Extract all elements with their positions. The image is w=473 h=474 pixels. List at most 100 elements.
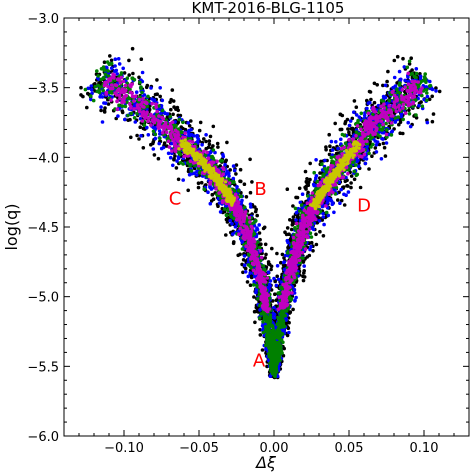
data-point [263, 242, 268, 247]
data-point [383, 83, 388, 88]
data-point [340, 113, 345, 118]
data-point [254, 234, 259, 239]
data-point [86, 86, 90, 91]
data-point [344, 193, 348, 197]
data-point [238, 252, 242, 257]
data-point [327, 132, 332, 137]
data-point [301, 274, 305, 279]
data-point [297, 186, 302, 191]
data-point [282, 346, 287, 351]
data-point [390, 129, 395, 133]
data-point [176, 177, 181, 182]
plot-points [79, 46, 442, 380]
data-point [243, 270, 248, 274]
data-point [213, 150, 217, 155]
data-point [255, 213, 259, 218]
data-point [339, 198, 344, 203]
data-point [238, 167, 243, 172]
data-point [288, 310, 293, 314]
data-point [362, 113, 367, 118]
data-point [326, 196, 331, 201]
data-point [115, 72, 119, 76]
data-point [370, 154, 374, 158]
data-point [339, 137, 343, 142]
data-point [357, 115, 362, 119]
data-point [242, 263, 247, 268]
data-point [173, 154, 177, 158]
data-point [189, 172, 193, 176]
data-point [211, 144, 215, 148]
data-point [137, 75, 141, 80]
data-point [162, 141, 167, 145]
data-point [320, 204, 325, 209]
data-point [329, 139, 334, 144]
data-point [147, 107, 152, 112]
data-point [305, 177, 309, 181]
data-point [99, 105, 103, 109]
data-point [267, 282, 272, 287]
data-point [295, 195, 300, 200]
data-point [149, 86, 153, 90]
data-point [196, 185, 201, 190]
data-point [253, 320, 257, 325]
data-point [207, 142, 212, 147]
data-point [139, 57, 144, 61]
data-point [109, 58, 114, 63]
data-point [399, 114, 403, 119]
data-point [254, 305, 259, 310]
data-point [139, 134, 143, 138]
data-point [372, 81, 377, 86]
data-point [365, 106, 369, 111]
data-point [224, 158, 228, 163]
data-point [345, 117, 350, 122]
data-point [258, 333, 263, 337]
data-point [339, 187, 344, 192]
data-point [314, 242, 319, 247]
data-point [169, 141, 174, 146]
data-point [258, 308, 262, 312]
data-point [171, 163, 175, 168]
data-point [187, 124, 192, 128]
data-point [116, 57, 121, 61]
data-point [414, 116, 419, 120]
data-point [240, 198, 244, 203]
data-point [246, 274, 251, 279]
data-point [243, 266, 248, 271]
data-point [294, 280, 298, 284]
data-point [332, 210, 336, 215]
data-point [242, 205, 247, 209]
data-point [284, 232, 289, 237]
data-point [356, 158, 360, 162]
data-point [181, 178, 185, 182]
data-point [300, 192, 305, 196]
data-point [113, 64, 117, 68]
data-point [95, 69, 99, 73]
data-point [248, 271, 252, 275]
data-point [322, 222, 326, 227]
data-point [281, 260, 286, 265]
data-point [333, 121, 338, 126]
data-point [347, 130, 351, 134]
data-point [292, 287, 297, 292]
data-point [276, 277, 281, 282]
data-point [245, 280, 250, 284]
data-point [375, 140, 380, 144]
data-point [263, 256, 268, 260]
data-point [232, 240, 236, 244]
data-point [352, 177, 357, 182]
data-point [374, 150, 379, 154]
data-point [242, 254, 247, 258]
data-point [102, 108, 107, 113]
data-point [211, 197, 216, 201]
data-point [349, 181, 353, 185]
data-point [270, 246, 274, 251]
data-point [264, 252, 268, 257]
data-point [348, 119, 353, 123]
data-point [336, 198, 340, 202]
data-point [289, 227, 294, 232]
data-point [175, 159, 179, 163]
data-point [239, 179, 243, 184]
data-point [402, 65, 407, 69]
data-point [174, 166, 179, 170]
